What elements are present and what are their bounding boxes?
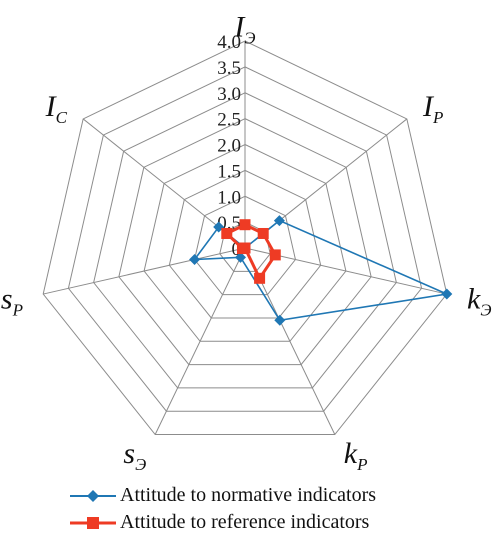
grid-ring-2 [194,195,296,296]
data-point [273,215,285,227]
axis-label-subscript: Э [244,28,255,47]
axis-label-4: sЭ [123,437,146,470]
legend-swatch-normative [70,489,116,502]
data-point [235,251,247,263]
radar-series [189,215,453,326]
tick-label: 2.5 [217,110,241,131]
axis-label-main: s [123,437,135,470]
legend-label-reference: Attitude to reference indicators [120,511,370,533]
tick-label: 3.5 [217,58,241,79]
grid-ring-6 [93,92,397,389]
axis-label-6: IC [45,90,68,127]
grid-ring-7 [67,66,423,412]
axis-label-3: kP [344,437,368,470]
axis-label-main: I [422,90,435,123]
axis-label-subscript: C [56,108,68,127]
data-point [274,314,286,326]
spoke-5 [43,247,246,295]
data-point [254,272,266,284]
tick-label: 4.0 [217,32,241,53]
legend-marker-square [87,516,99,529]
grid-ring-5 [118,118,372,366]
series-1 [221,219,281,284]
legend: Attitude to normative indicators Attitud… [68,482,376,536]
axis-label-main: I [233,10,246,43]
axis-label-subscript: P [356,455,367,470]
axis-label-2: kЭ [467,283,491,320]
legend-item-normative: Attitude to normative indicators [68,482,376,509]
axis-label-5: sP [1,283,23,320]
legend-label-normative: Attitude to normative indicators [120,484,377,506]
axis-label-1: IP [422,90,443,127]
data-point [189,254,201,266]
series-line-0 [192,219,450,322]
tick-label: 1.5 [217,161,241,182]
tick-label: 3.0 [217,84,241,105]
axis-label-0: IЭ [233,10,255,47]
legend-marker-diamond [87,489,99,502]
axis-label-main: I [45,90,58,123]
axis-label-main: k [344,437,358,470]
data-point [441,288,453,300]
data-point [239,219,251,231]
tick-label: 1.0 [217,187,241,208]
radar-grid [42,40,448,436]
legend-swatch-reference [70,516,116,529]
grid-ring-8 [42,40,448,436]
radial-tick-labels: 00.51.01.52.02.53.03.54.0 [217,32,241,260]
axis-label-main: k [467,283,481,316]
legend-item-reference: Attitude to reference indicators [68,509,376,536]
axis-label-subscript: Э [135,455,146,470]
axis-label-subscript: P [12,301,23,320]
axis-label-subscript: Э [480,301,491,320]
tick-label: 2.0 [217,136,241,157]
data-point [236,243,248,255]
data-point [221,227,233,239]
grid-ring-3 [168,169,322,319]
spoke-4 [154,247,246,435]
tick-label: 0 [232,239,242,260]
axis-label-main: s [1,283,13,316]
data-point [257,227,269,239]
grid-ring-4 [143,143,347,342]
data-point [269,249,281,261]
axis-label-subscript: P [432,108,443,127]
